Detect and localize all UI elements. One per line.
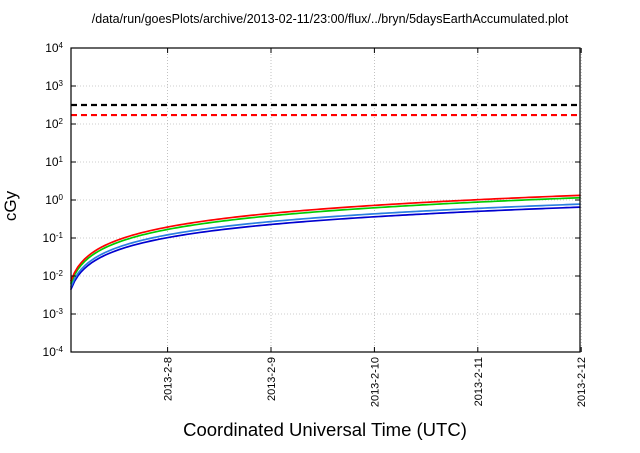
svg-text:2013-2-11: 2013-2-11 [473, 357, 485, 406]
svg-text:2013-2-12: 2013-2-12 [576, 357, 588, 407]
svg-text:2013-2-8: 2013-2-8 [163, 357, 175, 401]
svg-text:cGy: cGy [1, 190, 20, 221]
svg-text:Coordinated Universal Time (UT: Coordinated Universal Time (UTC) [183, 419, 467, 440]
svg-text:2013-2-10: 2013-2-10 [369, 357, 381, 407]
svg-text:2013-2-9: 2013-2-9 [266, 357, 278, 401]
svg-text:/data/run/goesPlots/archive/20: /data/run/goesPlots/archive/2013-02-11/2… [92, 12, 569, 26]
